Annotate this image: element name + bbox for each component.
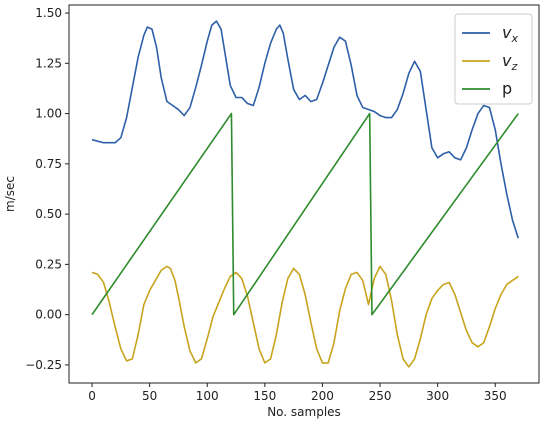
y-axis-ticks: −0.25 0.00 0.25 0.50 0.75 1.00 1.25 1.50 — [25, 6, 69, 372]
series-layer — [91, 20, 520, 368]
y-tick-label: 1.00 — [35, 107, 62, 121]
legend-label: p — [502, 79, 512, 98]
x-tick-label: 150 — [253, 389, 276, 403]
y-tick-label: 1.25 — [35, 56, 62, 70]
x-tick-label: 100 — [196, 389, 219, 403]
x-tick-label: 50 — [142, 389, 157, 403]
series-line-vx — [91, 20, 520, 239]
x-axis-label: No. samples — [267, 405, 341, 419]
y-tick-label: 0.00 — [35, 308, 62, 322]
x-tick-label: 350 — [484, 389, 507, 403]
series-line-p — [91, 112, 519, 316]
x-axis-ticks: 0 50 100 150 200 250 300 350 — [88, 383, 507, 403]
x-tick-label: 300 — [426, 389, 449, 403]
y-tick-label: 0.50 — [35, 207, 62, 221]
y-axis-label: m/sec — [3, 176, 17, 212]
y-tick-label: 0.75 — [35, 157, 62, 171]
x-tick-label: 200 — [311, 389, 334, 403]
x-tick-label: 0 — [88, 389, 96, 403]
legend-box — [454, 13, 533, 105]
y-tick-label: −0.25 — [25, 358, 62, 372]
x-tick-label: 250 — [369, 389, 392, 403]
y-tick-label: 1.50 — [35, 6, 62, 20]
series-line-vz — [91, 265, 519, 368]
y-tick-label: 0.25 — [35, 257, 62, 271]
